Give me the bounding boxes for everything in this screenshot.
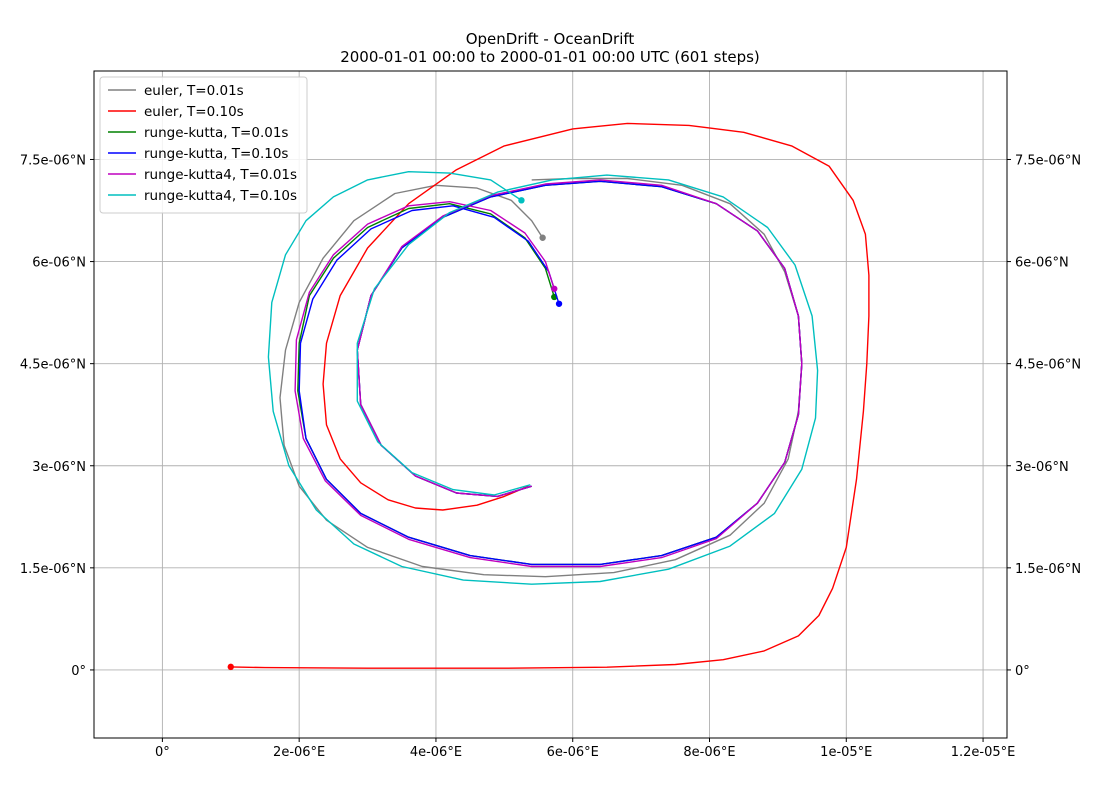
legend-label-3: runge-kutta, T=0.10s bbox=[144, 146, 288, 162]
series-marker-4 bbox=[551, 285, 558, 292]
x-tick-label: 4e-06°E bbox=[410, 745, 462, 760]
legend-label-1: euler, T=0.10s bbox=[144, 104, 244, 120]
y-tick-label-right: 6e-06°N bbox=[1015, 256, 1069, 271]
chart-subtitle: 2000-01-01 00:00 to 2000-01-01 00:00 UTC… bbox=[340, 48, 760, 66]
series-line-5 bbox=[267, 170, 819, 585]
series-layer bbox=[227, 122, 870, 671]
y-tick-label-right: 1.5e-06°N bbox=[1015, 562, 1081, 577]
series-line-0 bbox=[279, 177, 803, 578]
y-tick-label-right: 0° bbox=[1015, 664, 1030, 679]
x-tick-label: 6e-06°E bbox=[547, 745, 599, 760]
series-line-2 bbox=[297, 180, 803, 566]
x-tick-label: 1.2e-05°E bbox=[951, 745, 1016, 760]
y-tick-label-right: 4.5e-06°N bbox=[1015, 358, 1081, 373]
series-marker-3 bbox=[555, 300, 563, 307]
legend-label-2: runge-kutta, T=0.01s bbox=[144, 125, 288, 141]
grid bbox=[94, 71, 1007, 738]
series-line-1 bbox=[230, 122, 870, 669]
y-tick-label-right: 3e-06°N bbox=[1015, 460, 1069, 475]
x-tick-label: 0° bbox=[155, 745, 170, 760]
x-tick-label: 2e-06°E bbox=[273, 745, 325, 760]
y-tick-label-left: 1.5e-06°N bbox=[20, 562, 86, 577]
y-tick-label-right: 7.5e-06°N bbox=[1015, 153, 1081, 168]
axis-ticks: 0° 2e-06°E 4e-06°E 6e-06°E 8e-06°E 1e-05°E 1.2… bbox=[20, 153, 1081, 760]
series-line-4 bbox=[294, 179, 803, 568]
series-marker-0 bbox=[539, 234, 546, 241]
series-marker-1 bbox=[227, 663, 234, 671]
y-tick-label-left: 7.5e-06°N bbox=[20, 153, 86, 168]
series-marker-5 bbox=[518, 197, 525, 204]
legend-label-0: euler, T=0.01s bbox=[144, 83, 244, 99]
chart-title: OpenDrift - OceanDrift bbox=[466, 30, 635, 48]
legend-box bbox=[99, 76, 308, 214]
plot-frame bbox=[93, 70, 1008, 739]
series-line-3 bbox=[298, 180, 803, 566]
y-tick-label-left: 6e-06°N bbox=[32, 256, 86, 271]
legend-label-4: runge-kutta4, T=0.01s bbox=[144, 167, 297, 183]
y-tick-label-left: 4.5e-06°N bbox=[20, 358, 86, 373]
x-tick-label: 1e-05°E bbox=[820, 745, 872, 760]
legend-label-5: runge-kutta4, T=0.10s bbox=[144, 188, 297, 204]
legend: euler, T=0.01s euler, T=0.10s runge-kutta,… bbox=[99, 76, 308, 214]
y-tick-label-left: 0° bbox=[71, 664, 86, 679]
y-tick-label-left: 3e-06°N bbox=[32, 460, 86, 475]
x-tick-label: 8e-06°E bbox=[683, 745, 735, 760]
